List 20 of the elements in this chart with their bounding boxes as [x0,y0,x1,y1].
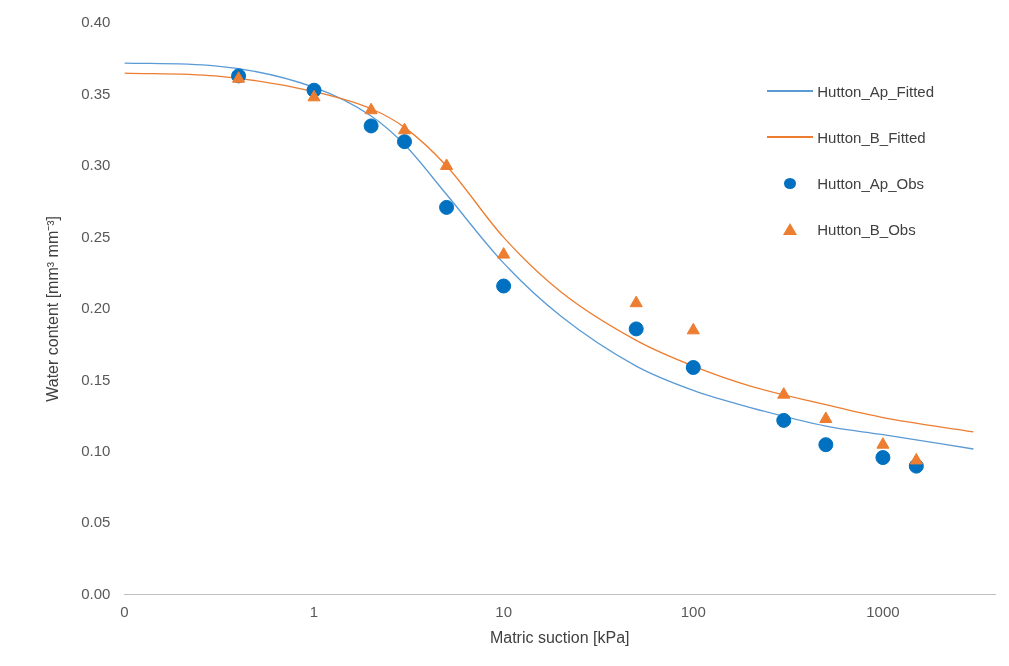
legend-label: Hutton_B_Obs [817,220,916,238]
legend-label: Hutton_Ap_Fitted [817,82,934,100]
x-tick-label: 1 [309,602,319,620]
y-tick-label: 0.25 [81,227,111,245]
y-tick-label: 0.30 [81,156,111,174]
y-tick-label: 0.35 [81,84,111,102]
y-axis-title: Water content [mm³ mm⁻³] [44,216,62,402]
y-tick-label: 0.00 [81,584,111,602]
y-tick-label: 0.15 [81,370,111,388]
x-tick-label: 10 [495,602,512,620]
x-tick-label: 100 [680,602,706,620]
x-tick-label: 1000 [866,602,900,620]
legend-label: Hutton_Ap_Obs [817,174,924,192]
x-tick-label: 0 [120,602,129,620]
y-tick-label: 0.40 [81,13,111,31]
x-axis-title: Matric suction [kPa] [489,628,630,646]
y-tick-label: 0.05 [81,513,111,531]
y-tick-label: 0.10 [81,441,111,459]
y-tick-label: 0.20 [81,299,111,317]
legend-label: Hutton_B_Fitted [817,128,926,146]
